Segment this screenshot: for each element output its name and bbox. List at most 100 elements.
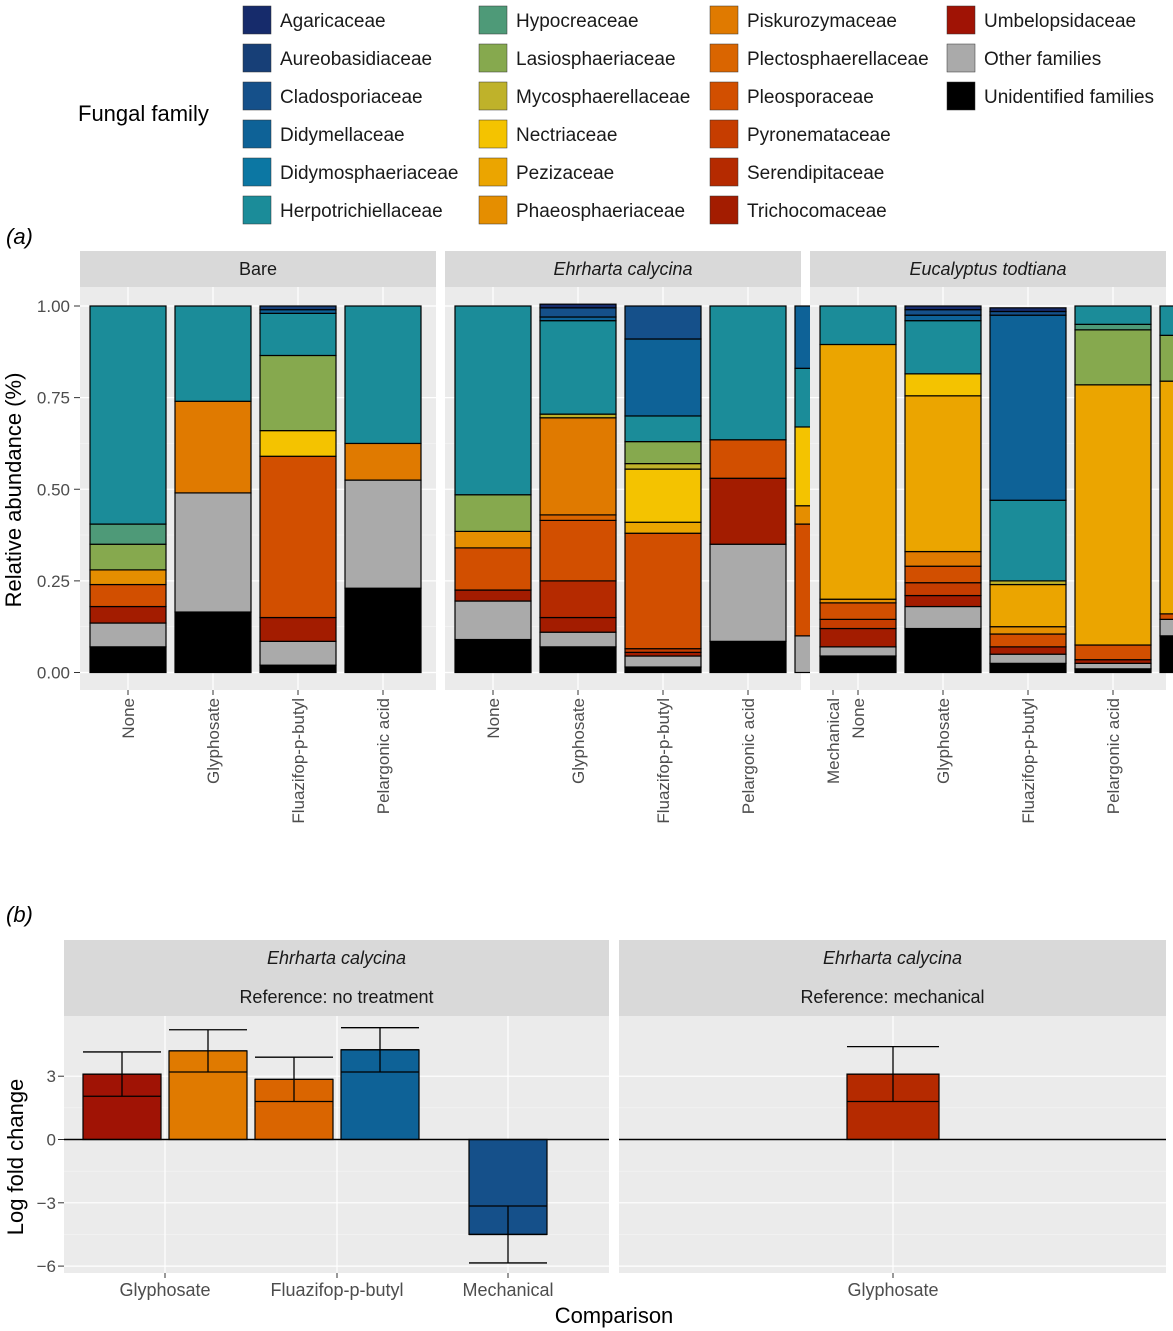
bar-segment-pezizaceae [624,521,702,534]
x-tick-label: Fluazifop-p-butyl [289,698,308,824]
bar-segment-pleosporaceae [454,547,532,591]
panel-b-facets: Ehrharta calycina Reference: no treatment… [64,940,1166,1300]
legend-swatch-serendipitaceae [709,157,739,187]
bar-segment-trichocomaceae [259,616,337,642]
panel-a-y-tick-label: 0.00 [37,664,70,683]
facet-strip [445,251,801,287]
bar-segment-herpotrichiellaceae [819,305,897,346]
legend-swatch-cladosporiaceae [242,81,272,111]
panel-a-y-tick-label: 1.00 [37,297,70,316]
facet-strip [80,251,436,287]
bar-segment-pyronemataceae [904,582,982,597]
bar-segment-herpotrichiellaceae [539,320,617,415]
legend-label-lasiosphaeriaceae: Lasiosphaeriaceae [516,49,676,70]
x-tick-label: Fluazifop-p-butyl [270,1280,403,1300]
bar-segment-lasiosphaeriaceae [454,494,532,532]
legend-label-didymellaceae: Didymellaceae [280,125,405,146]
legend-swatch-pyronemataceae [709,119,739,149]
bar-segment-trichocomaceae [709,477,787,545]
facet-strip-subtitle-bg [64,976,609,1016]
bar-mechanical [1159,305,1173,674]
bar-glyphosate [539,303,617,674]
bar-segment-unidentified-families [624,666,702,674]
legend-label-pleosporaceae: Pleosporaceae [747,87,874,108]
panel-b-y-tick-labels: −6 −3 0 3 [37,1067,64,1276]
panel-a-y-tick-labels: 0.00 0.25 0.50 0.75 1.00 [37,297,80,683]
bar-segment-phaeosphaeriaceae [989,626,1067,635]
legend-label-phaeosphaeriaceae: Phaeosphaeriaceae [516,201,685,222]
bar-fluazifop-p-butyl [259,305,337,674]
legend-swatch-trichocomaceae [709,195,739,225]
bar-segment-other-families [259,640,337,666]
panel-b-y-tick-label: 3 [47,1067,56,1086]
bar-segment-pezizaceae [1074,384,1152,646]
errorbar-serendipitaceae [847,1046,939,1103]
legend-label-agaricaceae: Agaricaceae [280,11,386,32]
bar-segment-pleosporaceae [1074,644,1152,661]
bar-segment-agaricaceae [989,307,1067,313]
bar-segment-piskurozymaceae [904,550,982,567]
legend-label-nectriaceae: Nectriaceae [516,125,617,146]
bar-segment-pezizaceae [819,343,897,600]
panel-a-y-tick-label: 0.50 [37,480,70,499]
panel-a-label: (a) [6,224,33,249]
legend-label-unidentified-families: Unidentified families [984,87,1154,108]
facet-strip-title-bg [619,940,1166,976]
legend-label-aureobasidiaceae: Aureobasidiaceae [280,49,432,70]
bar-segment-trichocomaceae [89,605,167,624]
bar-segment-pleosporaceae [989,633,1067,648]
bar-segment-didymellaceae [989,314,1067,501]
legend-swatch-agaricaceae [242,5,272,35]
bar-pelargonic-acid [344,305,422,674]
bar-segment-herpotrichiellaceae [904,320,982,375]
x-tick-label: None [119,698,138,739]
bar-segment-phaeosphaeriaceae [89,569,167,586]
legend-swatch-aureobasidiaceae [242,43,272,73]
panel-b-y-axis-label: Log fold change [3,1079,28,1236]
bar-segment-nectriaceae [259,430,337,457]
legend-swatch-other-families [946,43,976,73]
bar-segment-agaricaceae [904,305,982,311]
legend-label-hypocreaceae: Hypocreaceae [516,11,639,32]
bar-segment-other-families [1159,618,1173,637]
bar-segment-unidentified-families [454,638,532,674]
panel-a-y-tick-label: 0.75 [37,389,70,408]
panel-b: (b) Log fold change Comparison −6 −3 0 3 Eh… [3,902,1166,1328]
x-tick-label: Pelargonic acid [1104,698,1123,814]
bar-segment-hypocreaceae [1074,323,1152,331]
x-tick-label: Glyphosate [934,698,953,784]
bar-segment-other-families [819,646,897,657]
bar-segment-unidentified-families [819,655,897,674]
legend-swatch-lasiosphaeriaceae [478,43,508,73]
group-fluazifop-p-butyl [254,1027,420,1141]
bar-segment-piskurozymaceae [174,400,252,494]
bar-fluazifop-p-butyl [989,307,1067,674]
panel-a-facet-bare: Bare None Glyphosate Fluazifop-p-butyl Pelar… [80,251,436,824]
bar-segment-hypocreaceae [89,523,167,545]
bar-none [454,305,532,674]
bar-segment-trichocomaceae [454,589,532,602]
x-tick-label: Pelargonic acid [374,698,393,814]
bar-segment-other-families [454,600,532,641]
bar-segment-pleosporaceae [819,602,897,620]
bar-segment-pleosporaceae [89,583,167,608]
bar-segment-pyronemataceae [819,618,897,630]
panel-a-facet-eucalyptus-todtiana: Eucalyptus todtiana None Glyphosate Fluazif… [810,251,1173,824]
bar-segment-cladosporiaceae [624,305,702,340]
bar-segment-other-families [89,622,167,648]
bar-segment-pleosporaceae [1159,613,1173,620]
bar-segment-herpotrichiellaceae [1074,305,1152,325]
facet-strip-title-bg [64,940,609,976]
legend-label-serendipitaceae: Serendipitaceae [747,163,884,184]
x-tick-label: Mechanical [824,698,843,784]
facet-strip-title: Bare [239,259,277,279]
bar-segment-mycosphaerellaceae [624,462,702,470]
legend-swatch-didymosphaeriaceae [242,157,272,187]
legend-swatch-mycosphaerellaceae [478,81,508,111]
bar-none [819,305,897,674]
legend-swatch-phaeosphaeriaceae [478,195,508,225]
bar-segment-lasiosphaeriaceae [624,441,702,465]
x-tick-label: Fluazifop-p-butyl [654,698,673,824]
legend-label-herpotrichiellaceae: Herpotrichiellaceae [280,201,443,222]
